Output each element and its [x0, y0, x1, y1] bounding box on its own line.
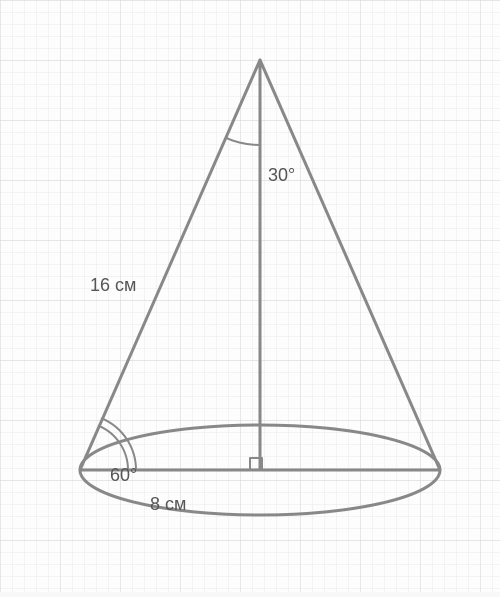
cone-diagram	[0, 0, 500, 592]
radius-length-label: 8 см	[150, 494, 186, 515]
apex-angle-label: 30°	[268, 165, 295, 186]
base-angle-label: 60°	[110, 465, 137, 486]
slant-length-label: 16 см	[90, 275, 136, 296]
